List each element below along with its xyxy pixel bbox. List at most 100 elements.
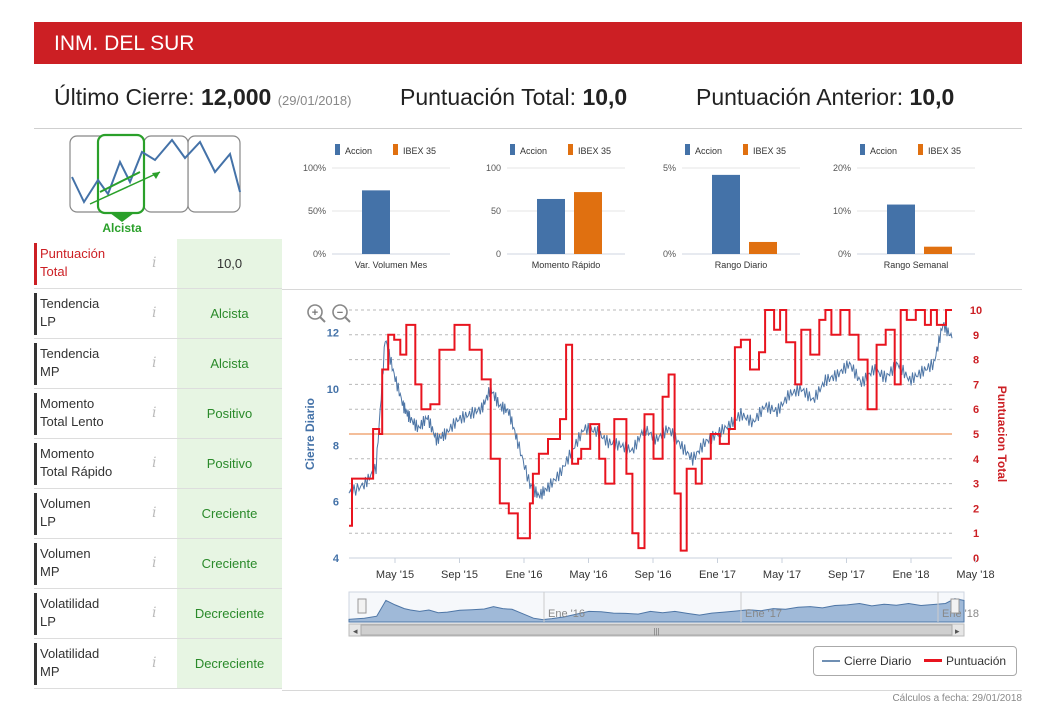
info-icon[interactable]: i — [152, 255, 157, 271]
row-value: 10,0 — [177, 239, 282, 288]
row-label-line1: Momento — [40, 446, 95, 461]
bar-legend-label[interactable]: IBEX 35 — [928, 146, 961, 156]
last-close-label: Último Cierre: — [54, 84, 201, 110]
row-label-line2: Total Rápido — [40, 464, 113, 479]
bar-y-tick: 100% — [303, 163, 326, 173]
last-close-value: 12,000 — [200, 84, 272, 110]
legend-line-puntuacion — [924, 659, 942, 662]
row-label: Tendencia MP — [40, 345, 99, 381]
x-tick: May '17 — [763, 569, 801, 581]
row-marker — [34, 543, 37, 585]
row-label-line2: Total Lento — [40, 414, 104, 429]
row-label: Volatilidad LP — [40, 595, 99, 631]
bar-x-label: Rango Semanal — [884, 260, 949, 270]
info-icon[interactable]: i — [152, 655, 157, 671]
score-row: Puntuación Total i 10,0 — [34, 239, 282, 289]
total-score: Puntuación Total: 10,0 — [400, 84, 627, 111]
zoom-in-button[interactable]: + — [307, 304, 326, 323]
bar-legend-swatch — [393, 144, 398, 155]
row-label-line2: LP — [40, 614, 56, 629]
bar-chart-2: Accion IBEX 35 0 50 100 Momento Rápido — [486, 144, 625, 270]
scroll-right-icon[interactable]: ▸ — [955, 626, 960, 636]
row-value: Creciente — [177, 489, 282, 538]
row-label: Volumen MP — [40, 545, 91, 581]
bar-y-tick: 0% — [663, 249, 676, 259]
row-value: Decreciente — [177, 639, 282, 688]
y2-tick: 10 — [970, 305, 982, 317]
row-label-line1: Volatilidad — [40, 596, 100, 611]
bar-y-tick: 50 — [491, 206, 501, 216]
score-row: Tendencia LP i Alcista — [34, 289, 282, 339]
trend-price-line — [71, 138, 241, 205]
row-marker — [34, 593, 37, 635]
trend-green-line — [99, 171, 141, 193]
scrollbar[interactable]: ◂ ▸ ||| — [348, 623, 965, 637]
bar-legend-swatch — [510, 144, 515, 155]
bar-legend-label[interactable]: IBEX 35 — [578, 146, 611, 156]
company-name: INM. DEL SUR — [54, 32, 195, 55]
row-value: Positivo — [177, 389, 282, 438]
score-row: Volatilidad MP i Decreciente — [34, 639, 282, 689]
scroll-left-icon[interactable]: ◂ — [353, 626, 358, 636]
score-row: Momento Total Rápido i Positivo — [34, 439, 282, 489]
bar-legend-label[interactable]: IBEX 35 — [753, 146, 786, 156]
bar-chart-3: Accion IBEX 35 0% 5% Rango Diario — [663, 144, 800, 270]
bar-accion — [887, 204, 915, 254]
bar-legend-label[interactable]: Accion — [695, 146, 722, 156]
score-row: Volumen LP i Creciente — [34, 489, 282, 539]
row-label-line1: Momento — [40, 396, 95, 411]
info-icon[interactable]: i — [152, 305, 157, 321]
bar-accion — [362, 190, 390, 254]
row-value: Positivo — [177, 439, 282, 488]
row-label: Puntuación Total — [40, 245, 105, 281]
bar-ibex — [574, 192, 602, 254]
row-label-line1: Volumen — [40, 546, 91, 561]
score-row: Volumen MP i Creciente — [34, 539, 282, 589]
row-marker — [34, 393, 37, 435]
row-label-line1: Tendencia — [40, 296, 100, 311]
info-icon[interactable]: i — [152, 605, 157, 621]
info-icon[interactable]: i — [152, 355, 157, 371]
bar-y-tick: 100 — [486, 163, 501, 173]
trend-arrow-head — [152, 172, 160, 179]
info-icon[interactable]: i — [152, 405, 157, 421]
navigator-label: Ene '17 — [745, 608, 782, 620]
bar-x-label: Rango Diario — [715, 260, 768, 270]
scrollbar-thumb[interactable] — [360, 624, 953, 636]
x-tick: Ene '16 — [506, 569, 543, 581]
bar-legend-label[interactable]: IBEX 35 — [403, 146, 436, 156]
title-bar: INM. DEL SUR — [34, 22, 1022, 64]
bar-chart-1: Accion IBEX 35 0% 50% 100% Var. Volumen Mes — [303, 144, 450, 270]
zoom-out-button[interactable]: − — [332, 304, 351, 323]
navigator-handle[interactable] — [357, 598, 367, 614]
y-tick: 10 — [327, 384, 339, 396]
navigator-handle[interactable] — [950, 598, 960, 614]
bar-legend-label[interactable]: Accion — [870, 146, 897, 156]
row-label: Tendencia LP — [40, 295, 99, 331]
legend-label-cierre[interactable]: Cierre Diario — [844, 654, 912, 668]
total-score-value: 10,0 — [582, 84, 628, 110]
bar-legend-swatch — [568, 144, 573, 155]
row-label-line2: LP — [40, 314, 56, 329]
legend-line-cierre — [822, 660, 840, 662]
trend-arrow-line — [89, 171, 161, 205]
bar-legend-label[interactable]: Accion — [345, 146, 372, 156]
bar-legend-swatch — [335, 144, 340, 155]
series-puntuacion — [349, 309, 952, 552]
navigator[interactable]: Ene '16 Ene '17 Ene '18 — [348, 591, 979, 623]
info-icon[interactable]: i — [152, 505, 157, 521]
score-row: Volatilidad LP i Decreciente — [34, 589, 282, 639]
info-icon[interactable]: i — [152, 555, 157, 571]
bar-legend-swatch — [685, 144, 690, 155]
legend-label-puntuacion[interactable]: Puntuación — [946, 654, 1007, 668]
bar-legend-label[interactable]: Accion — [520, 146, 547, 156]
bar-charts: Accion IBEX 350%50%100%Var. Volumen MesAc… — [303, 144, 975, 270]
chart-legend[interactable]: Cierre Diario Puntuación — [813, 646, 1017, 676]
bar-legend-swatch — [743, 144, 748, 155]
y2-tick: 3 — [973, 479, 979, 491]
row-marker — [34, 443, 37, 485]
row-label-line2: Total — [40, 264, 68, 279]
x-tick: Ene '18 — [893, 569, 930, 581]
trend-pointer-icon — [110, 213, 134, 222]
info-icon[interactable]: i — [152, 455, 157, 471]
